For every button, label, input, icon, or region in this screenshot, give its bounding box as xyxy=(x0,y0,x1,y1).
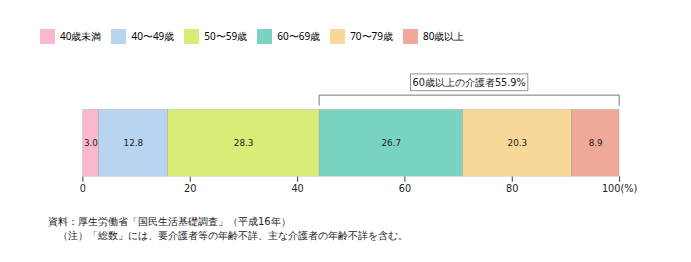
svg-text:80: 80 xyxy=(506,183,518,194)
html-text:60〜69歳: 60〜69歳 xyxy=(277,29,321,43)
html-text:80歳以上: 80歳以上 xyxy=(423,29,465,43)
svg-text:3.0: 3.0 xyxy=(84,138,98,148)
html-text:70〜79歳: 70〜79歳 xyxy=(350,29,393,43)
html-text:資料：厚生労働省「国民生活基礎調査」（平成16年）: 資料：厚生労働省「国民生活基礎調査」（平成16年） xyxy=(48,216,291,228)
html-text:50〜59歳: 50〜59歳 xyxy=(204,29,248,43)
svg-text:12.8: 12.8 xyxy=(124,138,144,148)
svg-text:20.3: 20.3 xyxy=(508,138,528,148)
svg-text:28.3: 28.3 xyxy=(234,138,254,148)
svg-text:0: 0 xyxy=(80,183,86,194)
html-text:（注）「総数」には、要介護者等の年齢不詳、主な介護者の年齢不: （注）「総数」には、要介護者等の年齢不詳、主な介護者の年齢不詳を含む。 xyxy=(48,230,408,242)
svg-text:60歳以上の介護者55.9%: 60歳以上の介護者55.9% xyxy=(413,77,526,88)
svg-text:60: 60 xyxy=(399,183,411,194)
svg-text:26.7: 26.7 xyxy=(381,138,401,148)
svg-text:8.9: 8.9 xyxy=(589,138,603,148)
html-text:40〜49歳: 40〜49歳 xyxy=(131,29,175,43)
svg-text:100(%): 100(%) xyxy=(602,183,637,194)
html-text:40歳未満: 40歳未満 xyxy=(60,29,102,43)
svg-text:40: 40 xyxy=(291,183,303,194)
svg-text:20: 20 xyxy=(184,183,196,194)
